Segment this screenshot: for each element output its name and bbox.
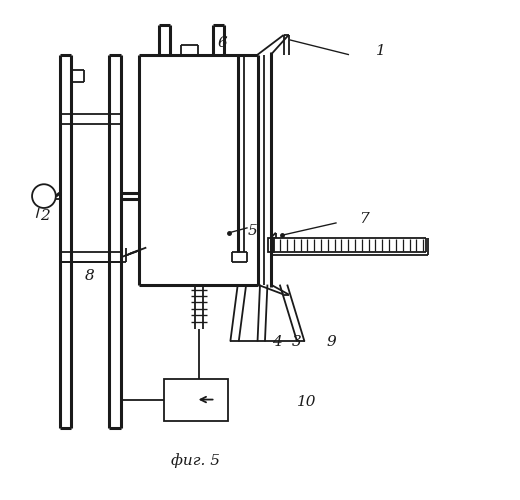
Text: 8: 8 [84, 268, 94, 282]
Text: 4: 4 [272, 336, 282, 349]
Text: 3: 3 [292, 336, 302, 349]
Text: 2: 2 [40, 210, 50, 224]
Text: фиг. 5: фиг. 5 [171, 453, 220, 468]
Text: 5: 5 [248, 224, 257, 238]
Text: 10: 10 [297, 395, 317, 409]
Text: 7: 7 [359, 212, 369, 226]
Text: 9: 9 [327, 336, 336, 349]
Bar [164, 378, 228, 420]
Text: 6: 6 [218, 36, 228, 51]
Bar [268, 238, 275, 252]
Text: 1: 1 [376, 44, 386, 58]
